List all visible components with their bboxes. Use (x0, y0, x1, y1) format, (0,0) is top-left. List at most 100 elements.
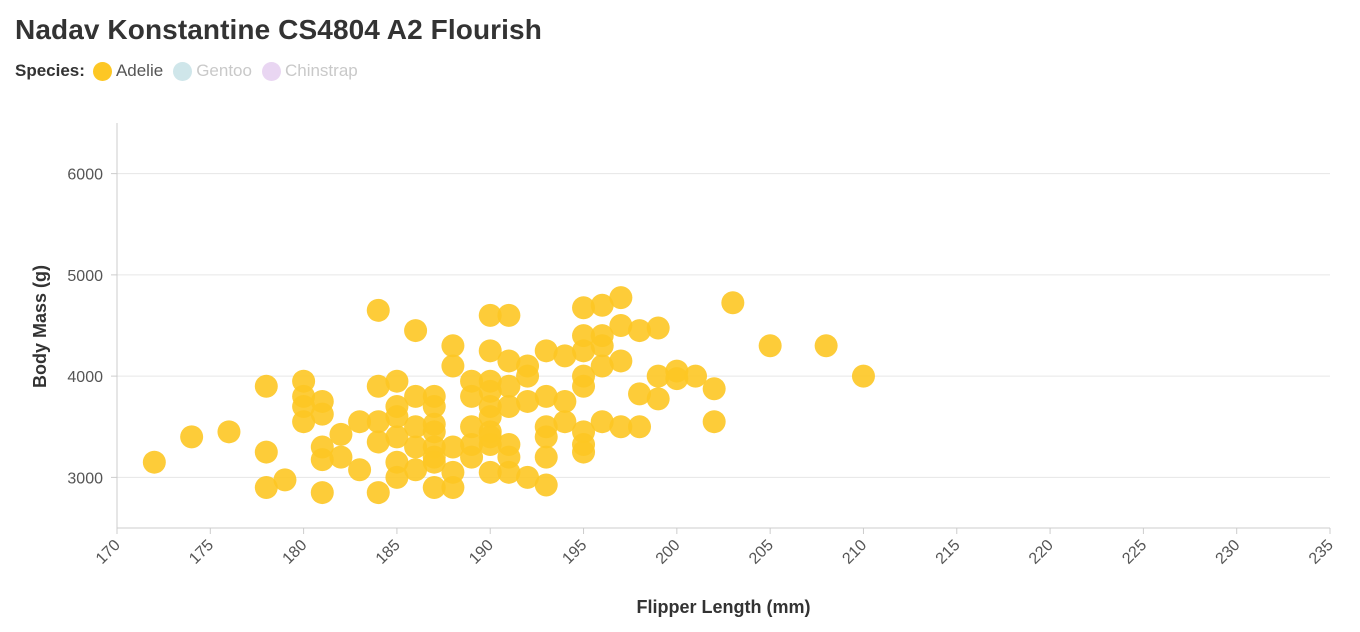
x-tick-label: 185 (373, 537, 404, 568)
data-point-adelie (460, 445, 484, 469)
legend-item-chinstrap[interactable]: Chinstrap (261, 61, 358, 81)
data-point-adelie (254, 476, 278, 499)
x-tick-label: 205 (746, 537, 777, 568)
data-point-adelie (609, 314, 633, 337)
data-point-adelie (478, 460, 502, 484)
data-point-adelie (329, 422, 353, 446)
data-point-adelie (553, 410, 577, 434)
data-point-adelie (684, 364, 708, 388)
data-point-adelie (404, 435, 428, 459)
legend: Species: Adelie Gentoo Chinstrap (15, 61, 368, 81)
data-point-adelie (497, 395, 521, 418)
data-point-adelie (366, 374, 390, 398)
data-point-adelie (329, 445, 353, 469)
data-point-adelie (348, 458, 372, 482)
x-tick-label: 170 (93, 537, 124, 568)
data-point-adelie (441, 476, 465, 499)
data-point-adelie (422, 395, 446, 418)
legend-label-gentoo: Gentoo (196, 61, 252, 80)
data-point-adelie (516, 465, 540, 489)
data-point-adelie (254, 374, 278, 398)
data-point-adelie (572, 374, 596, 398)
data-point-adelie (497, 374, 521, 398)
data-point-adelie (366, 298, 390, 322)
data-point-adelie (422, 476, 446, 499)
data-point-adelie (385, 405, 409, 429)
data-point-adelie (310, 402, 334, 426)
data-point-adelie (534, 339, 558, 363)
data-point-adelie (497, 303, 521, 327)
data-point-adelie (460, 384, 484, 408)
legend-swatch-gentoo (173, 61, 193, 81)
data-point-adelie (385, 369, 409, 393)
data-point-adelie (702, 377, 726, 401)
data-point-adelie (534, 473, 558, 497)
data-point-adelie (572, 440, 596, 464)
data-point-adelie (441, 334, 465, 358)
data-point-adelie (348, 410, 372, 434)
data-point-adelie (404, 319, 428, 343)
data-point-adelie (497, 349, 521, 373)
data-point-adelie (441, 354, 465, 378)
x-tick-label: 190 (466, 537, 497, 568)
data-point-adelie (590, 293, 614, 317)
data-point-adelie (516, 389, 540, 413)
legend-swatch-chinstrap (261, 61, 281, 81)
data-point-adelie (217, 420, 241, 444)
data-point-adelie (646, 387, 670, 411)
data-point-adelie (665, 367, 689, 391)
y-tick-label: 6000 (67, 167, 103, 184)
data-point-adelie (628, 382, 652, 406)
data-point-adelie (478, 303, 502, 327)
x-tick-label: 195 (559, 537, 590, 568)
data-point-adelie (142, 450, 166, 474)
data-point-adelie (404, 415, 428, 439)
data-point-adelie (534, 445, 558, 469)
data-point-adelie (422, 450, 446, 474)
data-point-adelie (310, 481, 334, 505)
data-point-adelie (534, 384, 558, 408)
data-point-adelie (180, 425, 204, 449)
data-point-adelie (851, 364, 875, 388)
data-point-adelie (292, 410, 316, 434)
legend-label-chinstrap: Chinstrap (284, 61, 358, 80)
data-point-adelie (609, 415, 633, 439)
data-point-adelie (572, 296, 596, 320)
y-tick-label: 3000 (67, 470, 103, 487)
data-point-adelie (478, 432, 502, 456)
data-point-adelie (814, 334, 838, 358)
data-point-adelie (628, 319, 652, 343)
x-tick-label: 180 (280, 537, 311, 568)
data-point-adelie (404, 384, 428, 408)
data-point-adelie (404, 458, 428, 482)
data-point-adelie (366, 481, 390, 505)
legend-item-adelie[interactable]: Adelie (92, 61, 164, 81)
data-point-adelie (758, 334, 782, 358)
x-tick-label: 230 (1213, 537, 1244, 568)
legend-label-adelie: Adelie (115, 61, 164, 80)
data-point-adelie (385, 465, 409, 489)
data-point-adelie (366, 410, 390, 434)
y-tick-label: 5000 (67, 268, 103, 285)
data-point-adelie (646, 364, 670, 388)
data-point-adelie (628, 415, 652, 439)
data-point-adelie (273, 468, 297, 492)
data-point-adelie (516, 364, 540, 388)
data-point-adelie (497, 460, 521, 484)
y-axis-title: Body Mass (g) (30, 265, 50, 388)
data-point-adelie (441, 435, 465, 459)
x-tick-label: 215 (933, 537, 964, 568)
data-point-adelie (590, 354, 614, 378)
legend-item-gentoo[interactable]: Gentoo (173, 61, 252, 81)
data-point-adelie (572, 339, 596, 363)
data-point-adelie (478, 339, 502, 363)
data-point-adelie (366, 430, 390, 454)
legend-swatch-adelie (92, 61, 112, 81)
data-point-adelie (460, 415, 484, 439)
data-point-adelie (590, 410, 614, 434)
data-point-adelie (385, 425, 409, 449)
data-point-adelie (646, 316, 670, 340)
data-point-adelie (310, 448, 334, 472)
data-point-adelie (254, 440, 278, 464)
